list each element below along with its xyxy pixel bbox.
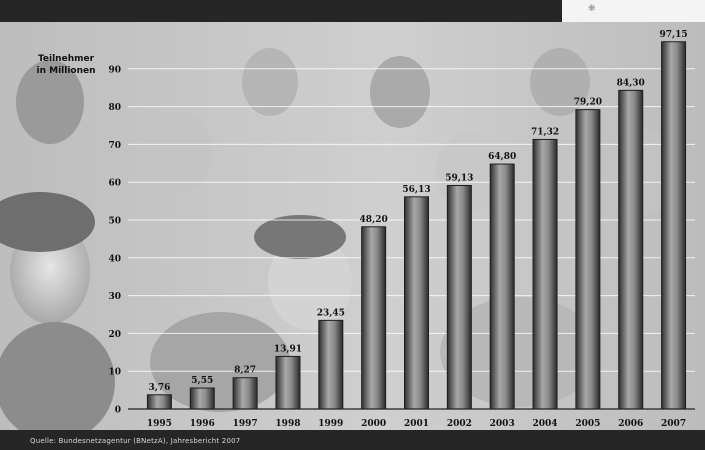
data-label: 71,32 — [531, 127, 559, 137]
y-tick-label: 10 — [108, 368, 121, 378]
x-tick-label: 1998 — [275, 419, 300, 429]
logo: ❋ — [588, 4, 596, 14]
y-tick-label: 50 — [108, 217, 121, 227]
data-label: 5,55 — [191, 376, 213, 386]
bar-1997 — [232, 377, 258, 410]
data-label: 13,91 — [274, 344, 302, 354]
bar-2005 — [575, 109, 601, 410]
x-tick-label: 1999 — [318, 419, 343, 429]
x-tick-label: 2005 — [575, 419, 600, 429]
bar-2002 — [446, 184, 472, 410]
bar-2007 — [661, 41, 687, 410]
y-tick-label: 60 — [108, 179, 121, 189]
x-tick-label: 1997 — [233, 419, 258, 429]
header-band — [0, 0, 562, 22]
data-label: 64,80 — [488, 152, 516, 162]
bar-2003 — [489, 163, 515, 410]
y-axis-label-line-2: in Millionen — [36, 66, 95, 76]
y-tick-label: 0 — [115, 406, 121, 416]
y-tick-label: 20 — [108, 330, 121, 340]
data-label: 97,15 — [659, 30, 687, 40]
logo-area — [562, 0, 705, 22]
bar-2004 — [532, 138, 558, 410]
data-label: 3,76 — [148, 383, 170, 393]
footer-band — [0, 430, 705, 450]
bar-1995 — [146, 394, 172, 410]
bar-2006 — [618, 89, 644, 410]
y-tick-label: 30 — [108, 292, 121, 302]
x-tick-label: 2000 — [361, 419, 386, 429]
x-tick-label: 2006 — [618, 419, 643, 429]
x-tick-label: 1995 — [147, 419, 172, 429]
y-axis-label-line-1: Teilnehmer — [38, 54, 95, 64]
data-label: 79,20 — [574, 98, 602, 108]
y-tick-label: 40 — [108, 254, 121, 264]
x-tick-label: 2001 — [404, 419, 429, 429]
x-tick-label: 2007 — [661, 419, 686, 429]
y-tick-label: 70 — [108, 141, 121, 151]
data-label: 84,30 — [617, 78, 645, 88]
bar-1996 — [189, 387, 215, 410]
x-tick-label: 2003 — [490, 419, 515, 429]
x-tick-label: 2004 — [533, 419, 558, 429]
data-label: 56,13 — [402, 185, 430, 195]
data-label: 59,13 — [445, 173, 473, 183]
bar-1998 — [275, 355, 301, 410]
y-tick-label: 80 — [108, 103, 121, 113]
bar-2001 — [404, 196, 429, 410]
data-label: 48,20 — [360, 215, 388, 225]
data-label: 8,27 — [234, 366, 256, 376]
data-label: 23,45 — [317, 308, 345, 318]
source-note: Quelle: Bundesnetzagentur (BNetzA), Jahr… — [30, 437, 241, 445]
x-tick-label: 2002 — [447, 419, 472, 429]
x-tick-label: 1996 — [190, 419, 215, 429]
bar-1999 — [318, 319, 344, 410]
bar-2000 — [361, 226, 387, 410]
y-tick-label: 90 — [108, 65, 121, 75]
